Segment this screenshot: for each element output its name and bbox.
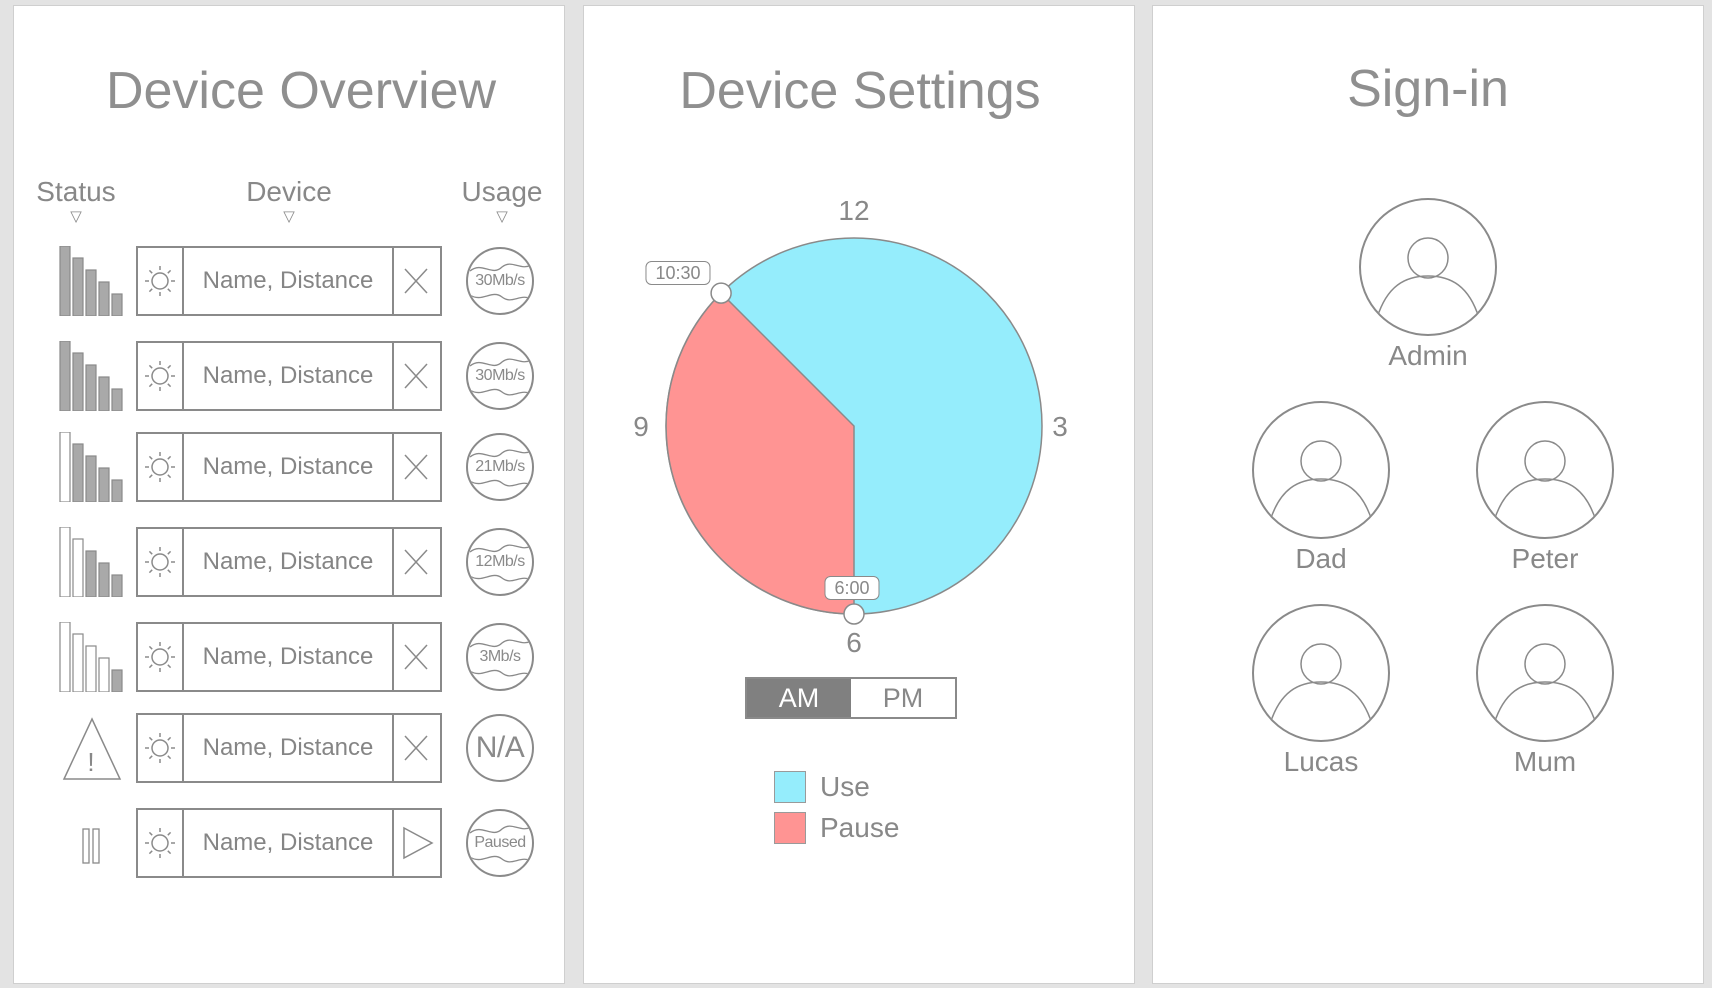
device-name-distance: Name, Distance xyxy=(202,453,374,480)
device-row[interactable]: Name, Distance xyxy=(136,713,442,783)
usage-value: 30Mb/s xyxy=(475,272,525,289)
user-name: Dad xyxy=(1295,543,1347,574)
page-title: Device Overview xyxy=(105,62,497,120)
start-time-handle[interactable] xyxy=(710,282,732,304)
signal-strength-icon xyxy=(44,526,124,598)
user-admin[interactable]: Admin xyxy=(1358,198,1498,372)
pause-icon xyxy=(44,808,124,878)
pause-swatch xyxy=(774,812,806,844)
device-name-distance: Name, Distance xyxy=(202,643,374,670)
warning-icon: ! xyxy=(44,713,124,783)
pause-slice[interactable] xyxy=(665,292,855,615)
usage-badge: N/A xyxy=(466,714,534,782)
avatar-icon[interactable] xyxy=(1359,198,1497,336)
am-pm-toggle[interactable]: AM PM xyxy=(745,677,957,719)
usage-value: 30Mb/s xyxy=(475,367,525,384)
avatar-icon[interactable] xyxy=(1476,401,1614,539)
close-icon[interactable] xyxy=(392,624,440,690)
device-row[interactable]: Name, Distance xyxy=(136,808,442,878)
page-title: Device Settings xyxy=(679,62,1041,120)
usage-badge: Paused xyxy=(466,809,534,877)
usage-value: N/A xyxy=(475,731,525,764)
avatar-icon[interactable] xyxy=(1252,401,1390,539)
usage-badge: 21Mb/s xyxy=(466,433,534,501)
close-icon[interactable] xyxy=(392,715,440,781)
device-row[interactable]: Name, Distance xyxy=(136,246,442,316)
end-time-label: 6:00 xyxy=(824,576,880,600)
user-dad[interactable]: Dad xyxy=(1251,401,1391,575)
device-row[interactable]: Name, Distance xyxy=(136,622,442,692)
avatar-icon[interactable] xyxy=(1476,604,1614,742)
sort-down-icon: ▽ xyxy=(283,208,295,225)
use-swatch xyxy=(774,771,806,803)
page-title: Sign-in xyxy=(1347,60,1509,118)
device-row[interactable]: Name, Distance xyxy=(136,527,442,597)
device-settings-panel: Device Settings 12 3 6 9 10:30 6:00 AM P… xyxy=(583,5,1135,984)
signal-strength-icon xyxy=(44,245,124,317)
close-icon[interactable] xyxy=(392,529,440,595)
usage-badge: 3Mb/s xyxy=(466,623,534,691)
device-row[interactable]: Name, Distance xyxy=(136,341,442,411)
user-lucas[interactable]: Lucas xyxy=(1251,604,1391,778)
user-mum[interactable]: Mum xyxy=(1475,604,1615,778)
device-column-header[interactable]: Device ▽ xyxy=(246,176,332,225)
start-time-label: 10:30 xyxy=(645,261,711,285)
brightness-icon[interactable] xyxy=(138,715,184,781)
brightness-icon[interactable] xyxy=(138,810,184,876)
play-icon[interactable] xyxy=(392,810,440,876)
clock-label-9: 9 xyxy=(633,411,649,442)
user-name: Lucas xyxy=(1283,746,1359,777)
signal-strength-icon xyxy=(44,431,124,503)
user-name: Peter xyxy=(1511,543,1579,574)
user-name: Admin xyxy=(1388,340,1468,371)
close-icon[interactable] xyxy=(392,343,440,409)
brightness-icon[interactable] xyxy=(138,343,184,409)
sign-in-panel: Sign-in Admin Dad Peter Lucas Mum xyxy=(1152,5,1704,984)
device-name-distance: Name, Distance xyxy=(202,548,374,575)
sort-down-icon: ▽ xyxy=(70,208,82,225)
legend-pause: Pause xyxy=(774,812,899,844)
legend-use: Use xyxy=(774,771,870,803)
clock-label-12: 12 xyxy=(838,195,870,226)
usage-value: 12Mb/s xyxy=(475,553,525,570)
brightness-icon[interactable] xyxy=(138,434,184,500)
usage-badge: 12Mb/s xyxy=(466,528,534,596)
schedule-clock[interactable] xyxy=(584,6,1136,706)
avatar-icon[interactable] xyxy=(1252,604,1390,742)
usage-badge: 30Mb/s xyxy=(466,247,534,315)
device-name-distance: Name, Distance xyxy=(202,734,374,761)
close-icon[interactable] xyxy=(392,248,440,314)
sort-down-icon: ▽ xyxy=(496,208,508,225)
device-overview-panel: Device Overview Status ▽ Device ▽ Usage … xyxy=(13,5,565,984)
svg-text:!: ! xyxy=(87,747,94,777)
user-peter[interactable]: Peter xyxy=(1475,401,1615,575)
am-button[interactable]: AM xyxy=(747,679,851,717)
status-column-header[interactable]: Status ▽ xyxy=(36,176,116,225)
usage-value: Paused xyxy=(474,834,526,851)
brightness-icon[interactable] xyxy=(138,248,184,314)
brightness-icon[interactable] xyxy=(138,624,184,690)
device-name-distance: Name, Distance xyxy=(202,362,374,389)
pm-button[interactable]: PM xyxy=(851,679,955,717)
device-row[interactable]: Name, Distance xyxy=(136,432,442,502)
signal-strength-icon xyxy=(44,340,124,412)
brightness-icon[interactable] xyxy=(138,529,184,595)
device-name-distance: Name, Distance xyxy=(202,267,374,294)
clock-label-6: 6 xyxy=(846,627,862,658)
end-time-handle[interactable] xyxy=(843,603,865,625)
clock-label-3: 3 xyxy=(1052,411,1068,442)
usage-column-header[interactable]: Usage ▽ xyxy=(461,176,543,225)
device-name-distance: Name, Distance xyxy=(202,829,374,856)
usage-badge: 30Mb/s xyxy=(466,342,534,410)
user-name: Mum xyxy=(1513,746,1577,777)
close-icon[interactable] xyxy=(392,434,440,500)
signal-strength-icon xyxy=(44,621,124,693)
usage-value: 21Mb/s xyxy=(475,458,525,475)
usage-value: 3Mb/s xyxy=(479,648,521,665)
